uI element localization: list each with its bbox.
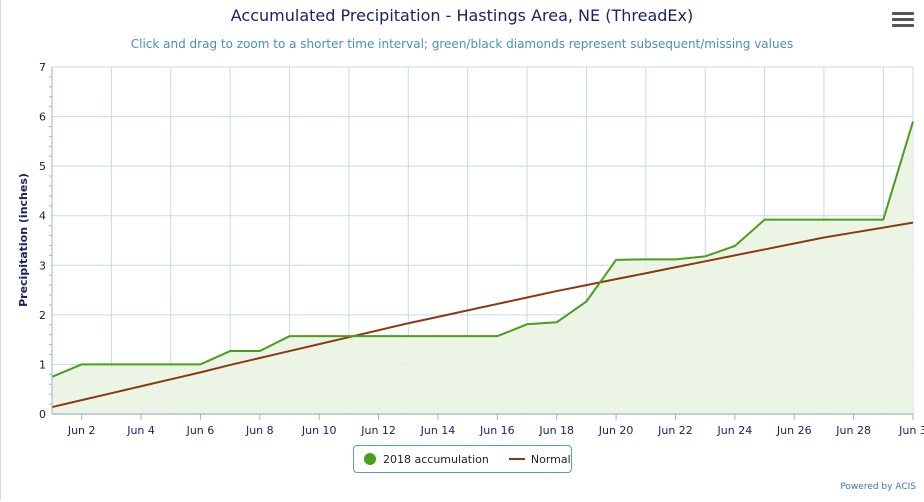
y-tick-label: 5 [39,160,46,173]
x-tick-label: Jun 14 [420,424,456,437]
x-tick-label: Jun 28 [835,424,871,437]
x-tick-label: Jun 24 [717,424,753,437]
x-tick-label: Jun 4 [126,424,155,437]
x-tick-label: Jun 18 [538,424,574,437]
powered-by-link[interactable]: Powered by ACIS [840,482,916,492]
accumulation-area-fill [52,121,913,415]
y-axis-label: Precipitation (inches) [17,173,30,307]
x-tick-label: Jun 10 [301,424,337,437]
normal-line[interactable] [51,221,914,409]
legend-normal-label: Normal [530,452,571,466]
x-tick-label: Jun 20 [598,424,634,437]
legend-accumulation-label: 2018 accumulation [383,452,489,466]
legend-accumulation-marker [364,453,376,465]
y-tick-label: 1 [39,358,46,371]
x-tick-label: Jun 6 [186,424,215,437]
x-tick-label: Jun 26 [776,424,812,437]
x-tick-label: Jun 16 [479,424,515,437]
y-tick-label: 3 [39,259,46,272]
x-tick-label: Jun 8 [245,424,274,437]
y-tick-label: 6 [39,111,46,124]
y-tick-label: 4 [39,210,46,223]
legend-item-normal[interactable]: Normal [489,453,571,466]
accumulation-line[interactable] [51,121,914,378]
x-tick-label: Jun 3 [898,424,924,437]
x-tick-label: Jun 22 [657,424,693,437]
legend-item-accumulation[interactable]: 2018 accumulation [354,453,489,466]
legend: 2018 accumulation Normal [353,445,572,473]
chart-title: Accumulated Precipitation - Hastings Are… [230,6,694,25]
chart-subtitle: Click and drag to zoom to a shorter time… [130,37,794,51]
hamburger-menu-icon[interactable] [892,12,914,30]
axes: 0 1 2 3 4 5 6 7 Jun 2 Jun 4 Jun 6 Jun 8 Jun 10 Jun 12… [39,61,924,437]
x-tick-label: Jun 2 [67,424,96,437]
y-tick-label: 2 [39,309,46,322]
y-tick-label: 7 [39,61,46,74]
x-tick-label: Jun 12 [360,424,396,437]
legend-normal-marker [508,458,525,460]
y-tick-label: 0 [39,408,46,421]
